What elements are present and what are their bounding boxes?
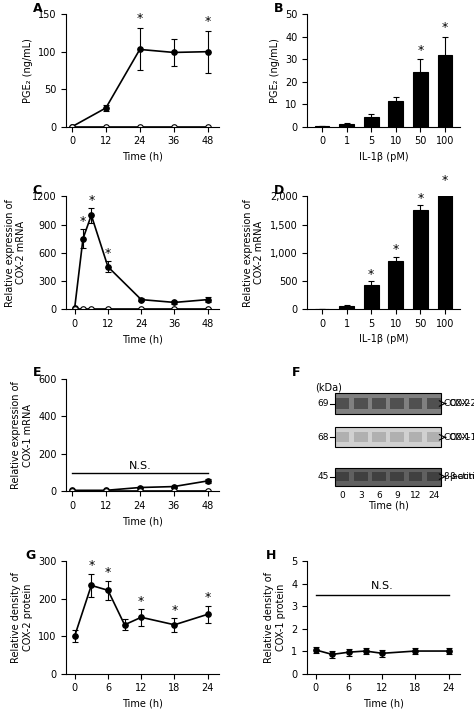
Text: *: * (138, 595, 145, 608)
FancyBboxPatch shape (409, 432, 422, 442)
Text: *: * (204, 15, 210, 28)
FancyBboxPatch shape (427, 432, 441, 442)
Text: COX-2: COX-2 (449, 399, 474, 408)
Text: COX-2: COX-2 (443, 399, 470, 408)
Text: *: * (442, 21, 448, 35)
Bar (364, 116, 379, 127)
FancyBboxPatch shape (372, 398, 386, 408)
Bar (339, 125, 354, 127)
Text: 69: 69 (317, 399, 328, 408)
X-axis label: Time (h): Time (h) (122, 517, 163, 527)
Text: E: E (33, 367, 41, 379)
FancyBboxPatch shape (372, 432, 386, 442)
FancyBboxPatch shape (427, 398, 441, 408)
Y-axis label: Relative expression of
COX-2 mRNA: Relative expression of COX-2 mRNA (5, 199, 27, 307)
Text: F: F (292, 367, 301, 379)
Text: C: C (33, 184, 42, 197)
Text: D: D (274, 184, 284, 197)
FancyBboxPatch shape (354, 398, 367, 408)
Text: H: H (266, 549, 276, 562)
Text: *: * (392, 243, 399, 256)
Y-axis label: PGE₂ (ng/mL): PGE₂ (ng/mL) (23, 38, 33, 103)
Text: *: * (88, 559, 94, 572)
Text: COX-1: COX-1 (449, 432, 474, 442)
Text: N.S.: N.S. (371, 581, 393, 591)
FancyBboxPatch shape (335, 468, 441, 486)
Bar (389, 261, 403, 309)
Text: A: A (33, 2, 43, 15)
X-axis label: IL-1β (pM): IL-1β (pM) (359, 334, 408, 345)
Text: β-actin: β-actin (443, 472, 474, 481)
Y-axis label: Relative expression of
COX-1 mRNA: Relative expression of COX-1 mRNA (11, 381, 33, 489)
FancyBboxPatch shape (354, 472, 367, 481)
Text: *: * (105, 566, 111, 579)
FancyBboxPatch shape (391, 472, 404, 481)
FancyBboxPatch shape (335, 427, 441, 447)
X-axis label: Time (h): Time (h) (122, 699, 163, 709)
Text: *: * (80, 216, 86, 228)
Y-axis label: Relative expression of
COX-2 mRNA: Relative expression of COX-2 mRNA (243, 199, 264, 307)
FancyBboxPatch shape (409, 398, 422, 408)
Text: (kDa): (kDa) (315, 382, 342, 392)
Text: *: * (442, 174, 448, 187)
FancyBboxPatch shape (335, 393, 441, 413)
Bar (438, 191, 452, 309)
Text: B: B (274, 2, 283, 15)
Text: 6: 6 (376, 491, 382, 501)
Text: *: * (205, 591, 211, 604)
Bar (413, 72, 428, 127)
Text: *: * (105, 247, 111, 260)
FancyBboxPatch shape (336, 472, 349, 481)
Y-axis label: Relative density of
COX-1 protein: Relative density of COX-1 protein (264, 571, 286, 663)
Text: 24: 24 (428, 491, 439, 501)
Text: β-actin: β-actin (449, 472, 474, 481)
Y-axis label: Relative density of
COX-2 protein: Relative density of COX-2 protein (11, 571, 33, 663)
Text: *: * (417, 44, 424, 57)
X-axis label: Time (h): Time (h) (122, 334, 163, 345)
FancyBboxPatch shape (372, 472, 386, 481)
FancyBboxPatch shape (354, 432, 367, 442)
Bar (339, 306, 354, 309)
Bar (413, 210, 428, 309)
Text: N.S.: N.S. (128, 461, 151, 471)
FancyBboxPatch shape (427, 472, 441, 481)
Text: G: G (25, 549, 36, 562)
Y-axis label: PGE₂ (ng/mL): PGE₂ (ng/mL) (270, 38, 280, 103)
FancyBboxPatch shape (409, 472, 422, 481)
Text: *: * (137, 13, 143, 26)
Text: 68: 68 (317, 432, 328, 442)
Text: *: * (172, 603, 178, 617)
Text: *: * (88, 194, 94, 207)
Text: 0: 0 (339, 491, 345, 501)
Text: Time (h): Time (h) (368, 501, 409, 510)
Bar (389, 101, 403, 127)
FancyBboxPatch shape (391, 398, 404, 408)
Text: 3: 3 (358, 491, 364, 501)
FancyBboxPatch shape (336, 398, 349, 408)
X-axis label: IL-1β (pM): IL-1β (pM) (359, 152, 408, 162)
FancyBboxPatch shape (336, 432, 349, 442)
Text: *: * (368, 268, 374, 281)
Bar (438, 55, 452, 127)
Text: 9: 9 (394, 491, 400, 501)
Text: *: * (417, 192, 424, 205)
Bar (364, 285, 379, 309)
Text: 12: 12 (410, 491, 421, 501)
Text: 45: 45 (317, 472, 328, 481)
Text: COX-1: COX-1 (443, 432, 470, 442)
X-axis label: Time (h): Time (h) (122, 152, 163, 162)
X-axis label: Time (h): Time (h) (363, 699, 404, 709)
FancyBboxPatch shape (391, 432, 404, 442)
